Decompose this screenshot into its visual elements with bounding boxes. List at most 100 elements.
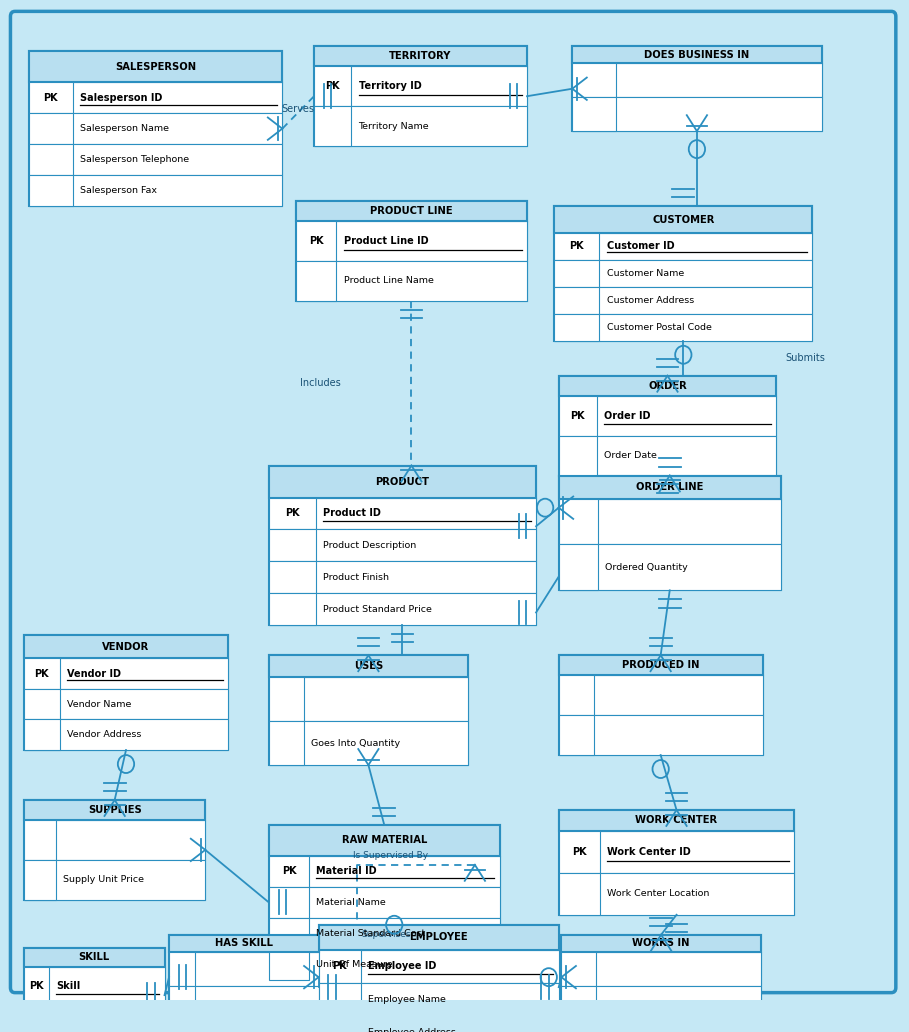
Bar <box>24 658 228 688</box>
Bar <box>554 260 599 287</box>
Text: HAS SKILL: HAS SKILL <box>215 938 273 948</box>
Text: ORDER: ORDER <box>648 381 687 391</box>
Bar <box>28 52 283 206</box>
Bar <box>559 873 600 914</box>
Text: PK: PK <box>282 866 296 876</box>
Bar <box>269 655 468 677</box>
Text: Product Standard Price: Product Standard Price <box>323 605 432 614</box>
Bar <box>24 800 205 900</box>
Bar <box>554 206 813 341</box>
Text: Serves: Serves <box>282 103 315 114</box>
Bar <box>559 873 794 914</box>
Text: Work Center Location: Work Center Location <box>607 890 710 898</box>
Text: PK: PK <box>569 241 584 252</box>
Bar <box>269 677 468 721</box>
Bar <box>559 831 794 873</box>
Bar <box>559 395 776 436</box>
Bar <box>318 1017 559 1032</box>
Bar <box>24 967 165 1004</box>
Bar <box>269 677 304 721</box>
Bar <box>559 436 597 476</box>
Bar <box>28 114 73 144</box>
Text: Product Line Name: Product Line Name <box>344 277 434 286</box>
Bar <box>24 1004 165 1032</box>
Bar <box>24 688 60 719</box>
Bar <box>559 395 597 436</box>
Bar <box>573 63 822 97</box>
Bar <box>559 675 763 715</box>
Bar <box>296 261 527 301</box>
Bar <box>269 886 500 917</box>
Text: Order ID: Order ID <box>604 411 651 421</box>
Bar <box>562 986 761 1020</box>
Text: Ordered Quantity: Ordered Quantity <box>604 562 687 572</box>
Bar <box>24 967 48 1004</box>
Text: Material ID: Material ID <box>316 866 377 876</box>
Text: Skill: Skill <box>55 980 80 991</box>
Bar <box>554 314 813 341</box>
Text: Customer ID: Customer ID <box>606 241 674 252</box>
Text: Material Standard Cost: Material Standard Cost <box>316 929 425 938</box>
Bar <box>559 498 597 545</box>
Bar <box>269 465 536 625</box>
Bar <box>314 46 527 147</box>
Text: Vendor Name: Vendor Name <box>67 700 132 709</box>
Text: Employee ID: Employee ID <box>368 962 436 971</box>
Text: Product Finish: Product Finish <box>323 573 389 582</box>
Bar <box>269 917 309 948</box>
Bar <box>28 175 283 206</box>
Bar <box>28 114 283 144</box>
Bar <box>559 436 776 476</box>
Bar <box>169 952 195 986</box>
Bar <box>318 949 361 983</box>
Bar <box>559 675 594 715</box>
Text: Material Name: Material Name <box>316 898 386 907</box>
Text: WORK CENTER: WORK CENTER <box>635 815 717 826</box>
Text: Order Date: Order Date <box>604 451 657 460</box>
Text: Supply Unit Price: Supply Unit Price <box>63 875 144 884</box>
Bar <box>24 947 165 1032</box>
Bar <box>314 66 351 106</box>
Text: Customer Postal Code: Customer Postal Code <box>606 323 712 332</box>
Bar <box>314 46 527 66</box>
Bar <box>573 46 822 63</box>
Bar <box>169 986 195 1020</box>
Bar <box>269 856 500 886</box>
Bar <box>318 983 361 1017</box>
Bar <box>269 721 468 765</box>
Text: Vendor ID: Vendor ID <box>67 669 121 678</box>
Bar <box>559 476 781 590</box>
Bar <box>24 636 228 750</box>
Text: Product Line ID: Product Line ID <box>344 236 428 246</box>
Bar <box>559 655 763 755</box>
Bar <box>562 935 761 952</box>
Text: Employee Name: Employee Name <box>368 995 445 1004</box>
Text: Salesperson Telephone: Salesperson Telephone <box>80 155 189 164</box>
Text: Customer Address: Customer Address <box>606 296 694 304</box>
Text: Product ID: Product ID <box>323 509 381 518</box>
Bar <box>314 106 351 147</box>
Text: Supervises: Supervises <box>362 930 411 939</box>
Text: Territory Name: Territory Name <box>358 122 429 131</box>
Text: PK: PK <box>572 847 586 857</box>
Text: PRODUCT: PRODUCT <box>375 477 429 486</box>
Bar <box>24 658 60 688</box>
Bar <box>269 721 304 765</box>
Bar <box>554 233 813 260</box>
Bar <box>269 948 500 979</box>
Bar <box>24 719 228 750</box>
Bar <box>28 52 283 83</box>
Text: Work Center ID: Work Center ID <box>607 847 691 857</box>
Text: VENDOR: VENDOR <box>103 642 150 652</box>
Bar <box>269 529 536 561</box>
Text: DOES BUSINESS IN: DOES BUSINESS IN <box>644 50 750 60</box>
Text: Employee Address: Employee Address <box>368 1029 455 1032</box>
Bar <box>559 498 781 545</box>
Text: PK: PK <box>35 669 49 678</box>
Bar <box>554 233 599 260</box>
Bar <box>269 825 500 856</box>
Text: PRODUCED IN: PRODUCED IN <box>622 660 699 670</box>
Bar <box>554 206 813 233</box>
Bar <box>28 83 283 114</box>
Bar <box>573 97 822 131</box>
